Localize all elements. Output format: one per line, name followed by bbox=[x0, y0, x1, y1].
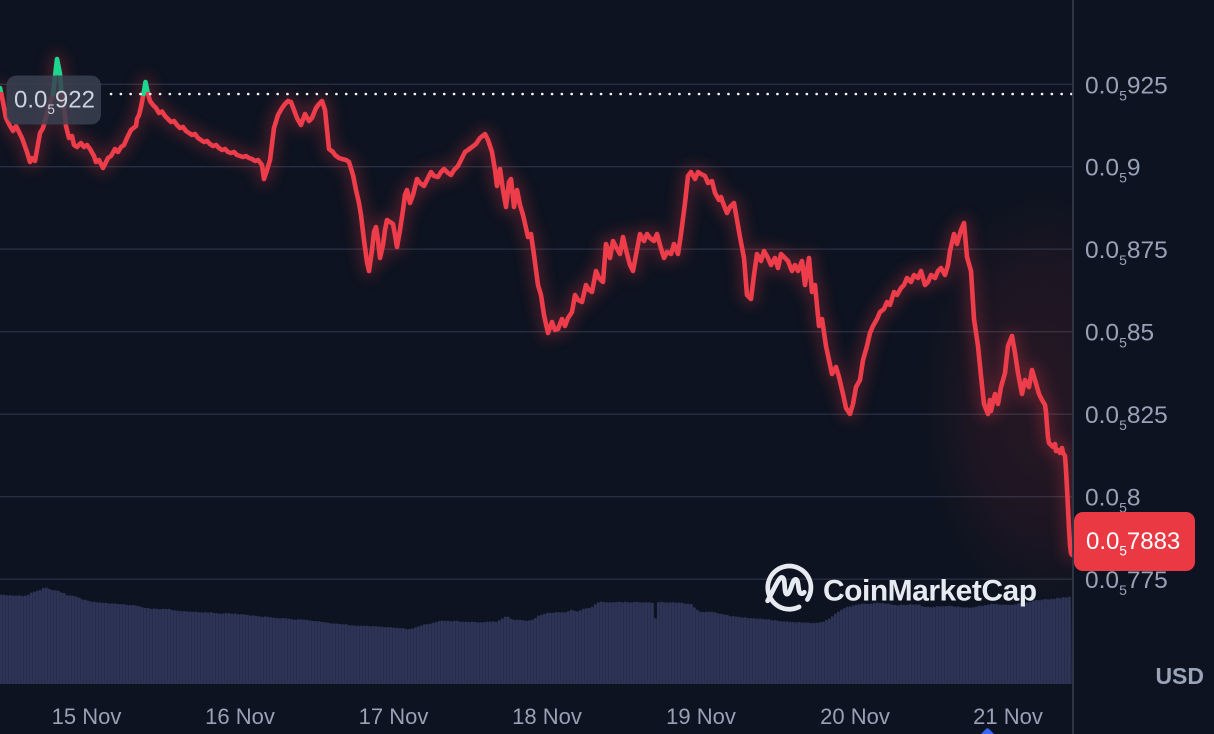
svg-text:0.058: 0.058 bbox=[1085, 485, 1141, 516]
svg-text:USD: USD bbox=[1155, 663, 1204, 689]
svg-text:0.05825: 0.05825 bbox=[1085, 402, 1168, 433]
svg-text:19 Nov: 19 Nov bbox=[666, 704, 736, 729]
svg-text:0.05775: 0.05775 bbox=[1085, 567, 1168, 598]
svg-text:0.05922: 0.05922 bbox=[14, 87, 95, 118]
svg-text:0.057883: 0.057883 bbox=[1086, 528, 1180, 559]
svg-text:21 Nov: 21 Nov bbox=[973, 704, 1043, 729]
svg-text:16 Nov: 16 Nov bbox=[205, 704, 275, 729]
svg-text:0.0585: 0.0585 bbox=[1085, 320, 1154, 351]
svg-text:0.059: 0.059 bbox=[1085, 155, 1141, 186]
svg-text:15 Nov: 15 Nov bbox=[52, 704, 122, 729]
svg-text:17 Nov: 17 Nov bbox=[359, 704, 429, 729]
svg-text:20 Nov: 20 Nov bbox=[820, 704, 890, 729]
svg-text:0.05925: 0.05925 bbox=[1085, 72, 1168, 103]
svg-text:18 Nov: 18 Nov bbox=[512, 704, 582, 729]
svg-text:0.05875: 0.05875 bbox=[1085, 237, 1168, 268]
svg-text:CoinMarketCap: CoinMarketCap bbox=[823, 575, 1037, 608]
